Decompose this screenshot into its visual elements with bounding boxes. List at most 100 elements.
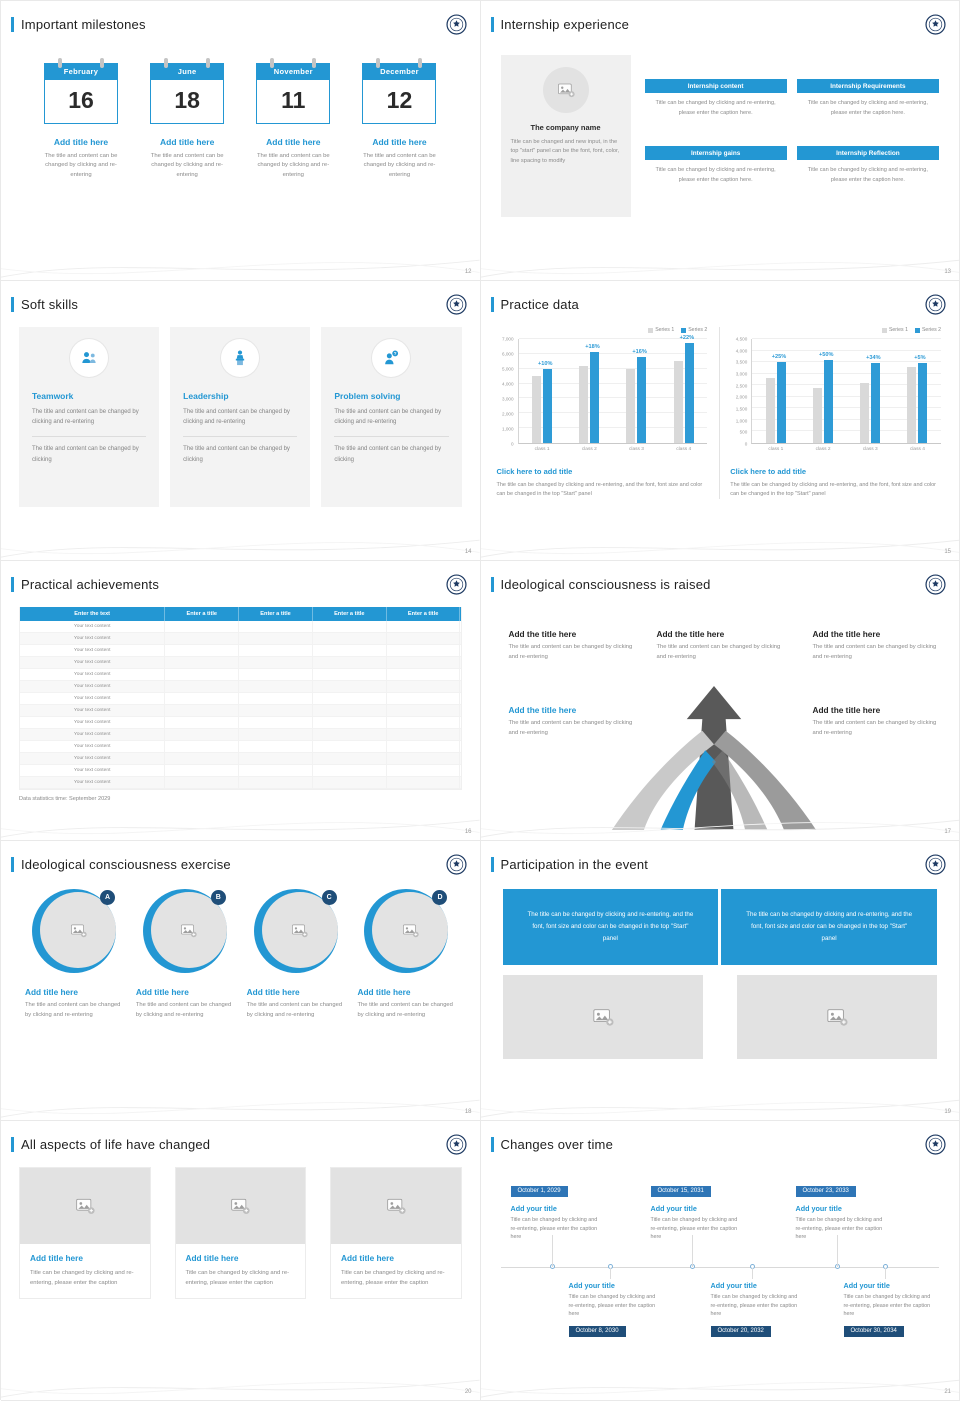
page-number: 21 — [944, 1389, 951, 1395]
exercise-items: A Add title here The title and content c… — [1, 875, 480, 1020]
slide-participation[interactable]: Participation in the event The title can… — [481, 841, 960, 1121]
slide-ideology-exercise[interactable]: Ideological consciousness exercise A Add… — [1, 841, 481, 1121]
school-emblem-icon — [446, 14, 467, 35]
chart-bar — [543, 369, 552, 443]
slide-title: Soft skills — [21, 297, 78, 312]
chart-bar — [674, 361, 683, 443]
card-title: Add title here — [341, 1253, 451, 1263]
box-caption: Title can be changed by clicking and re-… — [797, 99, 939, 118]
growth-label: +22% — [680, 335, 694, 341]
table-row: Your text content — [20, 633, 461, 645]
divider — [32, 436, 146, 437]
title-accent-bar — [491, 297, 494, 312]
chart-bar — [626, 369, 635, 443]
table-row: Your text content — [20, 753, 461, 765]
table-row: Your text content — [20, 645, 461, 657]
wave-decoration — [1, 1086, 480, 1120]
category-label: class 3 — [847, 447, 894, 452]
letter-badge: C — [322, 890, 337, 905]
image-placeholder-icon — [75, 1196, 95, 1216]
slide-title: Practice data — [501, 297, 579, 312]
calendar-icon: June 18 — [150, 63, 224, 124]
title-accent-bar — [11, 577, 14, 592]
chart-bar-group: +50%class 2 — [799, 339, 846, 443]
calendar-month: February — [44, 63, 118, 80]
slide-life-changed[interactable]: All aspects of life have changed Add tit… — [1, 1121, 481, 1401]
block-caption: The title and content can be changed by … — [657, 643, 791, 662]
entry-title: Add your title — [796, 1204, 890, 1213]
slide-important-milestones[interactable]: Important milestones February 16 Add tit… — [1, 1, 481, 281]
table-row: Your text content — [20, 681, 461, 693]
timeline-entry: Add your title Title can be changed by c… — [844, 1281, 938, 1337]
table-header-cell: Enter a title — [387, 607, 461, 621]
problem-solving-icon — [381, 348, 401, 368]
slide-soft-skills[interactable]: Soft skills Teamwork The title and conte… — [1, 281, 481, 561]
title-block: Add the title here The title and content… — [813, 705, 947, 738]
slide-title: Ideological consciousness exercise — [21, 857, 231, 872]
wave-decoration — [1, 526, 480, 560]
internship-box: Internship Requirements Title can be cha… — [797, 79, 939, 118]
block-title: Add the title here — [813, 705, 947, 715]
exercise-item: B Add title here The title and content c… — [136, 889, 234, 1020]
slide-header: Soft skills — [1, 281, 480, 315]
page-number: 12 — [465, 269, 472, 275]
add-title-link[interactable]: Click here to add title — [497, 467, 710, 476]
internship-box: Internship content Title can be changed … — [645, 79, 787, 118]
page-number: 20 — [465, 1389, 472, 1395]
growth-label: +34% — [866, 355, 880, 361]
chart-bar-group: +22%class 4 — [660, 339, 707, 443]
growth-label: +18% — [585, 344, 599, 350]
calendar-pin — [270, 58, 274, 68]
table-row: Your text content — [20, 705, 461, 717]
slide-ideology-raised[interactable]: Ideological consciousness is raised Add … — [481, 561, 960, 841]
card-caption: Title can be changed by clicking and re-… — [341, 1268, 451, 1288]
title-accent-bar — [11, 857, 14, 872]
entry-title: Add your title — [511, 1204, 605, 1213]
image-placeholder-icon — [557, 81, 575, 99]
image-placeholders — [503, 975, 938, 1059]
growth-label: +10% — [538, 361, 552, 367]
image-placeholder-icon — [386, 1196, 406, 1216]
table-row: Your text content — [20, 729, 461, 741]
block-caption: The title and content can be changed by … — [813, 643, 947, 662]
table-row: Your text content — [20, 741, 461, 753]
calendar-pin — [100, 58, 104, 68]
calendar-day: 12 — [362, 80, 436, 124]
life-card: Add title here Title can be changed by c… — [330, 1167, 462, 1299]
card-caption: Title can be changed by clicking and re-… — [30, 1268, 140, 1288]
growth-label: +16% — [632, 349, 646, 355]
skill-cards: Teamwork The title and content can be ch… — [1, 315, 480, 507]
chart-caption: The title can be changed by clicking and… — [730, 481, 943, 499]
date-badge: October 1, 2029 — [511, 1186, 568, 1197]
wave-decoration — [481, 246, 960, 280]
title-accent-bar — [491, 1137, 494, 1152]
page-number: 19 — [944, 1109, 951, 1115]
icon-circle — [372, 339, 410, 377]
wave-decoration — [481, 1086, 960, 1120]
item-caption: The title and content can be changed by … — [136, 1001, 234, 1020]
milestone-caption: The title and content can be changed by … — [33, 152, 129, 180]
chart-bar-group: +18%class 2 — [566, 339, 613, 443]
title-accent-bar — [491, 17, 494, 32]
school-emblem-icon — [446, 854, 467, 875]
table-row: Your text content — [20, 621, 461, 633]
milestone-title: Add title here — [33, 137, 129, 147]
slide-header: Internship experience — [481, 1, 960, 35]
company-description: Title can be changed and new input, in t… — [511, 138, 621, 166]
item-caption: The title and content can be changed by … — [25, 1001, 123, 1020]
slide-header: Practice data — [481, 281, 960, 315]
slide-internship-experience[interactable]: Internship experience The company name T… — [481, 1, 960, 281]
image-placeholder — [543, 67, 589, 113]
slide-changes-over-time[interactable]: Changes over time October 1, 2029 Add yo… — [481, 1121, 960, 1401]
add-title-link[interactable]: Click here to add title — [730, 467, 943, 476]
calendar-pin — [418, 58, 422, 68]
calendar-month: June — [150, 63, 224, 80]
internship-box: Internship gains Title can be changed by… — [645, 146, 787, 185]
chart-bar-group: +5%class 4 — [894, 339, 941, 443]
company-name: The company name — [511, 123, 621, 132]
